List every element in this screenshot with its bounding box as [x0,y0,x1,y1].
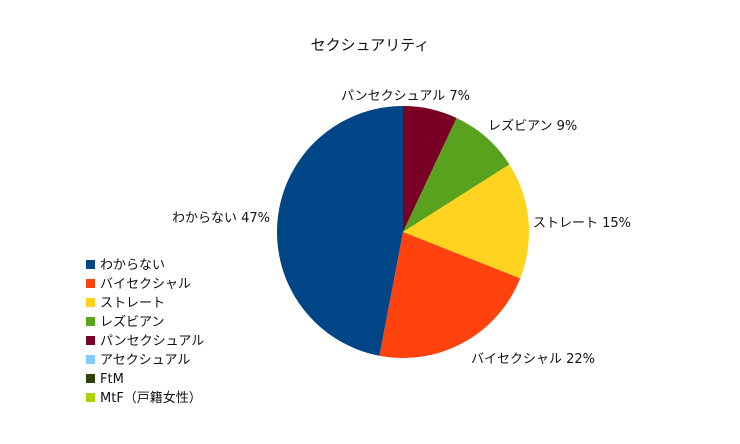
chart-title: セクシュアリティ [311,36,430,54]
legend-swatch [86,336,95,345]
slice-label: ストレート 15% [533,216,631,231]
legend-label: FtM [100,372,124,387]
pie-slice [403,106,457,232]
slice-label: パンセクシュアル 7% [341,89,470,104]
slice-label: わからない 47% [172,211,270,226]
legend-label: わからない [100,258,165,273]
legend-swatch [86,260,95,269]
legend-label: ストレート [100,296,165,311]
legend-label: レズビアン [100,314,164,330]
legend-swatch [86,279,95,288]
legend-swatch [86,317,95,326]
pie-slice [403,164,529,279]
legend-swatch [86,298,95,307]
legend-label: パンセクシュアル [100,334,204,349]
legend-swatch [86,374,95,383]
legend-label: アセクシュアル [100,353,190,368]
legend-swatch [86,393,95,402]
legend-label: MtF（戸籍女性） [100,390,202,406]
pie-slice [403,117,510,232]
pie-slice [276,106,403,356]
slice-label: レズビアン 9% [488,118,577,134]
legend-label: バイセクシャル [100,277,191,292]
pie-slice [379,232,521,359]
slice-labels: パンセクシュアル 7% レズビアン 9% ストレート 15% バイセクシャル 22% わ… [172,89,631,367]
pie-slices [276,106,529,359]
slice-label: バイセクシャル 22% [471,352,595,367]
legend-swatch [86,355,95,364]
